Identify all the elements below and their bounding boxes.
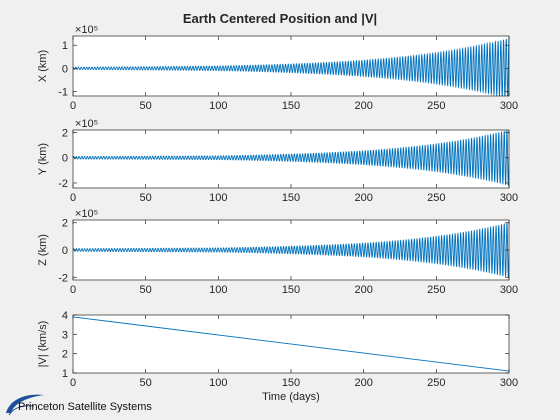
y-axis-label: X (km) — [37, 50, 49, 82]
y-tick-label: -2 — [58, 272, 68, 284]
x-tick-label: 100 — [209, 377, 227, 389]
x-tick-label: 300 — [500, 377, 518, 389]
axes-4: 0 50 100 150 200 250 300 1 2 3 4 |V| (km/s) Time (da… — [37, 310, 518, 403]
series-line — [73, 130, 509, 186]
y-tick-label: 2 — [62, 349, 68, 361]
x-tick-label: 300 — [500, 192, 518, 204]
x-tick-label: 50 — [140, 377, 152, 389]
x-tick-label: 0 — [70, 284, 76, 296]
x-tick-label: 150 — [282, 377, 300, 389]
y-tick-label: 1 — [62, 40, 68, 52]
x-tick-label: 300 — [500, 100, 518, 112]
x-tick-label: 300 — [500, 284, 518, 296]
x-tick-label: 0 — [70, 192, 76, 204]
logo-text: Princeton Satellite Systems — [18, 401, 152, 413]
x-tick-label: 250 — [427, 192, 445, 204]
y-tick-label: 2 — [62, 128, 68, 140]
x-tick-label: 200 — [354, 192, 372, 204]
series-line — [73, 222, 509, 278]
x-tick-label: 50 — [140, 100, 152, 112]
x-tick-label: 100 — [209, 284, 227, 296]
y-tick-label: 4 — [62, 310, 68, 322]
x-tick-label: 50 — [140, 284, 152, 296]
y-axis-label: |V| (km/s) — [37, 321, 49, 368]
x-tick-label: 150 — [282, 100, 300, 112]
y-exponent-label: ×10⁵ — [75, 24, 98, 36]
x-tick-label: 50 — [140, 192, 152, 204]
x-tick-label: 250 — [427, 284, 445, 296]
x-tick-label: 200 — [354, 284, 372, 296]
x-tick-label: 200 — [354, 377, 372, 389]
y-axis-label: Z (km) — [37, 234, 49, 266]
y-tick-label: 1 — [62, 368, 68, 380]
y-tick-label: 3 — [62, 329, 68, 341]
logo-arc-icon — [8, 405, 35, 416]
x-tick-label: 150 — [282, 192, 300, 204]
x-axis-label: Time (days) — [262, 391, 320, 403]
x-tick-label: 100 — [209, 100, 227, 112]
x-tick-label: 0 — [70, 377, 76, 389]
y-tick-label: -1 — [58, 86, 68, 98]
x-tick-label: 200 — [354, 100, 372, 112]
x-tick-label: 0 — [70, 100, 76, 112]
y-tick-label: 0 — [62, 153, 68, 165]
figure-title: Earth Centered Position and |V| — [183, 11, 377, 26]
logo-swoosh-icon — [6, 394, 44, 413]
y-exponent-label: ×10⁵ — [75, 118, 98, 130]
x-tick-label: 100 — [209, 192, 227, 204]
y-exponent-label: ×10⁵ — [75, 208, 98, 220]
series-line — [73, 316, 509, 372]
y-tick-label: 0 — [62, 245, 68, 257]
x-tick-label: 150 — [282, 284, 300, 296]
y-tick-label: 2 — [62, 218, 68, 230]
x-tick-label: 250 — [427, 377, 445, 389]
company-logo — [6, 394, 44, 416]
series-line — [73, 38, 509, 96]
y-tick-label: -2 — [58, 178, 68, 190]
y-tick-label: 0 — [62, 63, 68, 75]
x-tick-label: 250 — [427, 100, 445, 112]
y-axis-label: Y (km) — [37, 143, 49, 175]
